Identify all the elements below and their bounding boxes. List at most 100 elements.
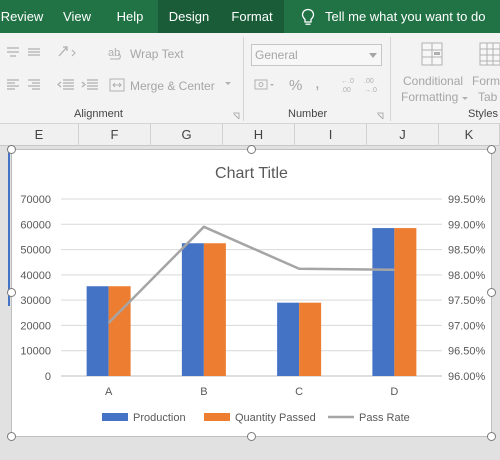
svg-text:.00: .00 [364, 78, 374, 85]
y2-tick-label: 99.50% [448, 194, 486, 206]
column-header-row: E F G H I J K [0, 124, 500, 146]
format-as-table-icon[interactable] [478, 41, 500, 69]
column-header-f[interactable]: F [79, 124, 151, 146]
y2-tick-label: 98.50% [448, 245, 486, 257]
conditional-formatting-line1[interactable]: Conditional [403, 74, 464, 88]
decrease-indent-icon[interactable] [57, 78, 75, 90]
top-align-icon[interactable] [6, 46, 20, 58]
resize-handle-bottom-right[interactable] [487, 432, 496, 441]
ribbon-divider [243, 37, 244, 121]
y-tick-label: 10000 [20, 346, 51, 358]
y-tick-label: 60000 [20, 219, 51, 231]
ribbon: ab Wrap Text Merge & Center Alignment Ge… [0, 33, 500, 124]
resize-handle-bottom-left[interactable] [7, 432, 16, 441]
x-tick-label: D [390, 386, 398, 398]
conditional-formatting-arrow-icon[interactable] [461, 96, 469, 102]
increase-indent-icon[interactable] [81, 78, 99, 90]
quantity-passed-bar [299, 302, 322, 376]
column-header-g[interactable]: G [151, 124, 223, 146]
merge-dropdown-arrow-icon[interactable] [224, 79, 232, 87]
tab-help[interactable]: Help [116, 9, 144, 24]
combo-chart: Chart Title 70000 99.50% 60000 99.00% 50000 98… [20, 165, 486, 424]
quantity-passed-bar [394, 228, 417, 376]
increase-decimal-icon[interactable]: ←.0.00 [341, 76, 357, 94]
chevron-down-icon [369, 53, 377, 58]
column-header-h[interactable]: H [223, 124, 295, 146]
column-header-e[interactable]: E [0, 124, 79, 146]
svg-text:→.0: →.0 [364, 87, 377, 94]
quantity-passed-bar [108, 286, 131, 376]
chart-area[interactable]: Chart Title 70000 99.50% 60000 99.00% 50000 98… [11, 149, 492, 437]
y2-tick-label: 96.50% [448, 346, 486, 358]
tab-view[interactable]: View [63, 9, 91, 24]
accounting-format-icon[interactable] [254, 78, 276, 92]
legend-label: Production [133, 412, 186, 424]
conditional-formatting-icon[interactable] [420, 41, 446, 69]
ribbon-tab-bar: Review View Help Design Format Tell me w… [0, 0, 500, 33]
decrease-decimal-icon[interactable]: .00 →.0 [364, 76, 380, 94]
number-group-label: Number [288, 108, 328, 120]
y2-tick-label: 99.00% [448, 219, 486, 231]
format-as-table-line1[interactable]: Forma [472, 74, 500, 88]
wrap-text-icon[interactable]: ab [108, 45, 126, 61]
merge-center-button[interactable]: Merge & Center [130, 79, 215, 93]
pass-rate-line [107, 225, 395, 324]
y-tick-label: 50000 [20, 245, 51, 257]
resize-handle-top[interactable] [247, 145, 256, 154]
resize-handle-left[interactable] [7, 288, 16, 297]
column-header-j[interactable]: J [367, 124, 439, 146]
x-tick-label: B [200, 386, 207, 398]
svg-text:.00: .00 [341, 87, 351, 94]
y2-tick-label: 97.50% [448, 295, 486, 307]
y2-tick-label: 96.00% [448, 371, 486, 383]
align-left-icon[interactable] [6, 78, 20, 90]
number-dialog-launcher-icon[interactable] [376, 112, 384, 120]
x-tick-label: C [295, 386, 303, 398]
alignment-group-label: Alignment [74, 108, 123, 120]
tab-design[interactable]: Design [158, 0, 220, 33]
y-tick-label: 30000 [20, 295, 51, 307]
resize-handle-right[interactable] [487, 288, 496, 297]
column-header-k[interactable]: K [439, 124, 500, 146]
production-bar [86, 286, 109, 376]
resize-handle-bottom[interactable] [247, 432, 256, 441]
tab-format[interactable]: Format [220, 0, 284, 33]
chart-title: Chart Title [215, 165, 288, 182]
production-bar [372, 228, 395, 376]
orientation-icon[interactable] [57, 44, 79, 58]
middle-align-icon[interactable] [27, 46, 41, 58]
resize-handle-top-right[interactable] [487, 145, 496, 154]
resize-handle-top-left[interactable] [7, 145, 16, 154]
y2-tick-label: 97.00% [448, 320, 486, 332]
legend-label: Quantity Passed [235, 412, 316, 424]
legend-label: Pass Rate [359, 412, 410, 424]
svg-text:←.0: ←.0 [341, 78, 354, 85]
column-header-i[interactable]: I [295, 124, 367, 146]
wrap-text-button[interactable]: Wrap Text [130, 47, 184, 61]
quantity-passed-bar [203, 243, 226, 376]
alignment-dialog-launcher-icon[interactable] [232, 112, 240, 120]
styles-group-label: Styles [468, 108, 498, 120]
y-tick-label: 0 [45, 371, 51, 383]
tell-me-search[interactable]: Tell me what you want to do [325, 9, 486, 24]
number-format-select[interactable]: General [251, 44, 382, 66]
comma-style-button[interactable]: , [315, 73, 320, 92]
conditional-formatting-line2[interactable]: Formatting [401, 90, 459, 104]
number-format-value: General [255, 48, 298, 62]
legend-swatch [204, 413, 230, 421]
merge-center-icon[interactable] [109, 78, 125, 92]
legend-swatch [102, 413, 128, 421]
x-tick-label: A [105, 386, 113, 398]
y-tick-label: 20000 [20, 320, 51, 332]
production-bar [181, 243, 204, 376]
svg-text:ab: ab [108, 47, 120, 59]
align-right-icon[interactable] [27, 78, 41, 90]
y-tick-label: 70000 [20, 194, 51, 206]
y2-tick-label: 98.00% [448, 270, 486, 282]
tab-review[interactable]: Review [0, 9, 44, 24]
ribbon-divider [390, 37, 391, 121]
data-range-highlight [0, 146, 10, 306]
format-as-table-line2[interactable]: Tab [478, 90, 498, 104]
lightbulb-icon [301, 8, 315, 26]
percent-style-button[interactable]: % [289, 77, 303, 94]
